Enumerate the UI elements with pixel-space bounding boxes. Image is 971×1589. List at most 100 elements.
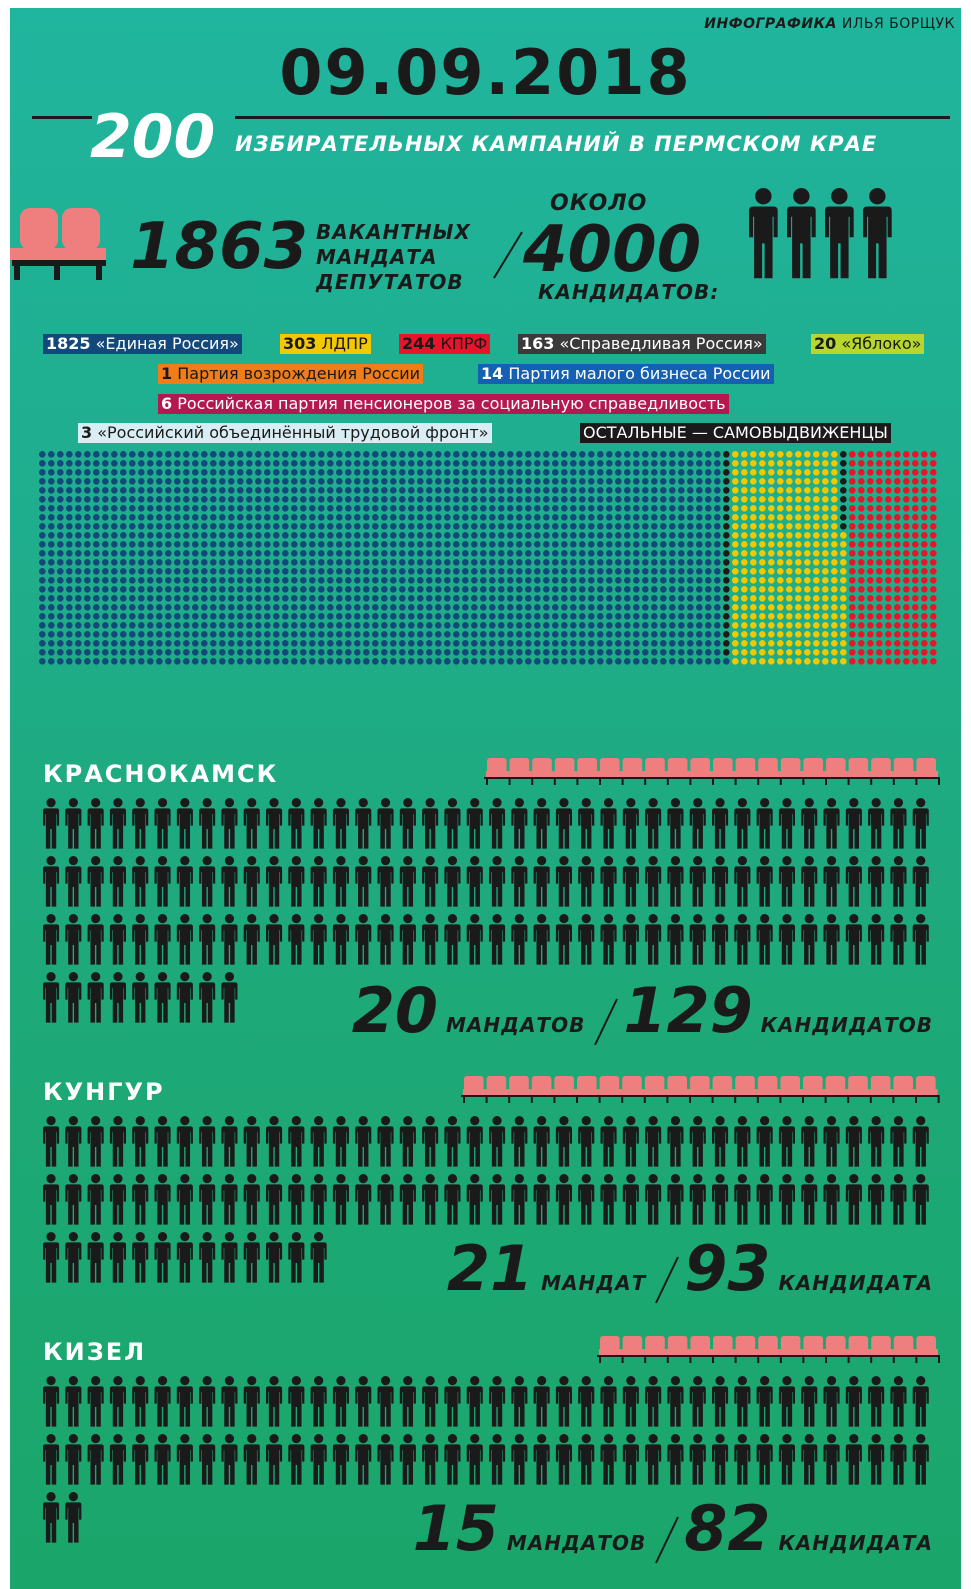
candidate-dot (804, 541, 811, 548)
candidate-dot (246, 514, 253, 521)
candidate-dot (894, 469, 901, 476)
candidate-dot (921, 631, 928, 638)
candidate-dot (192, 577, 199, 584)
candidate-dot (903, 640, 910, 647)
candidate-dot (102, 469, 109, 476)
candidate-dot (111, 649, 118, 656)
candidate-figure (87, 1116, 104, 1167)
candidate-dot (399, 487, 406, 494)
candidate-dot (489, 586, 496, 593)
candidate-dot (300, 622, 307, 629)
candidate-dot (921, 469, 928, 476)
candidate-dot (930, 595, 937, 602)
candidate-dot (444, 613, 451, 620)
candidate-dot (885, 478, 892, 485)
candidate-dot (768, 469, 775, 476)
candidate-dot (183, 640, 190, 647)
candidate-dot (543, 505, 550, 512)
candidate-figure (578, 798, 595, 849)
candidate-figure (734, 856, 751, 907)
candidate-dot (129, 496, 136, 503)
candidate-dot (228, 649, 235, 656)
candidate-dot (273, 577, 280, 584)
candidate-dot (615, 532, 622, 539)
candidate-figure (132, 798, 149, 849)
candidate-dot (750, 469, 757, 476)
candidate-dot (615, 505, 622, 512)
candidate-dot (507, 460, 514, 467)
candidate-figure (310, 914, 327, 965)
candidate-dot (750, 595, 757, 602)
candidate-dot (399, 586, 406, 593)
candidate-dot (921, 505, 928, 512)
candidate-dot (687, 658, 694, 665)
candidate-dot (858, 613, 865, 620)
candidate-dot (786, 631, 793, 638)
candidate-dot (471, 640, 478, 647)
candidate-figure (310, 1376, 327, 1427)
candidate-dot (183, 487, 190, 494)
candidate-dot (876, 451, 883, 458)
candidate-dot (480, 568, 487, 575)
candidate-dot (246, 505, 253, 512)
candidate-dot (579, 622, 586, 629)
candidate-dot (858, 487, 865, 494)
candidate-dot (309, 559, 316, 566)
candidate-dot (345, 649, 352, 656)
candidate-dot (732, 451, 739, 458)
candidate-dot (111, 505, 118, 512)
candidate-dot (282, 469, 289, 476)
candidate-dot (768, 487, 775, 494)
candidate-dot (327, 613, 334, 620)
candidate-dot (39, 586, 46, 593)
candidate-figure (712, 856, 729, 907)
candidate-dot (903, 496, 910, 503)
candidate-figure (912, 1174, 929, 1225)
candidate-dot (894, 568, 901, 575)
candidate-dot (570, 478, 577, 485)
candidate-dot (228, 505, 235, 512)
candidate-dot (219, 658, 226, 665)
candidate-dot (912, 469, 919, 476)
candidate-dot (84, 649, 91, 656)
candidate-dot (426, 649, 433, 656)
candidate-dot (273, 604, 280, 611)
candidate-dot (588, 487, 595, 494)
candidate-dot (246, 640, 253, 647)
candidate-dot (327, 622, 334, 629)
candidate-dot (489, 640, 496, 647)
candidate-dot (885, 559, 892, 566)
candidate-dot (930, 514, 937, 521)
candidate-dot (750, 550, 757, 557)
candidate-dot (552, 496, 559, 503)
candidate-figure (243, 1174, 260, 1225)
candidate-dot (39, 658, 46, 665)
candidate-dot (57, 559, 64, 566)
candidate-dot (228, 496, 235, 503)
candidate-dot (372, 523, 379, 530)
seat-icon (689, 1336, 712, 1363)
candidate-dot (480, 460, 487, 467)
candidate-dot (453, 451, 460, 458)
candidate-dot (102, 586, 109, 593)
seat-icon (757, 1336, 780, 1363)
candidate-figure (689, 798, 706, 849)
candidate-dot (174, 613, 181, 620)
candidate-dot (723, 604, 730, 611)
candidate-dot (903, 568, 910, 575)
candidate-dot (354, 487, 361, 494)
seat-icon (802, 1336, 825, 1363)
candidate-dot (399, 649, 406, 656)
candidate-dot (417, 514, 424, 521)
candidate-dot (552, 505, 559, 512)
candidate-dot (372, 541, 379, 548)
candidate-dot (723, 478, 730, 485)
candidate-dot (786, 658, 793, 665)
candidate-dot (516, 631, 523, 638)
candidate-dot (156, 595, 163, 602)
candidate-dot (75, 505, 82, 512)
candidate-figure (489, 798, 506, 849)
candidate-dot (579, 460, 586, 467)
candidate-dot (219, 451, 226, 458)
candidate-dot (264, 550, 271, 557)
